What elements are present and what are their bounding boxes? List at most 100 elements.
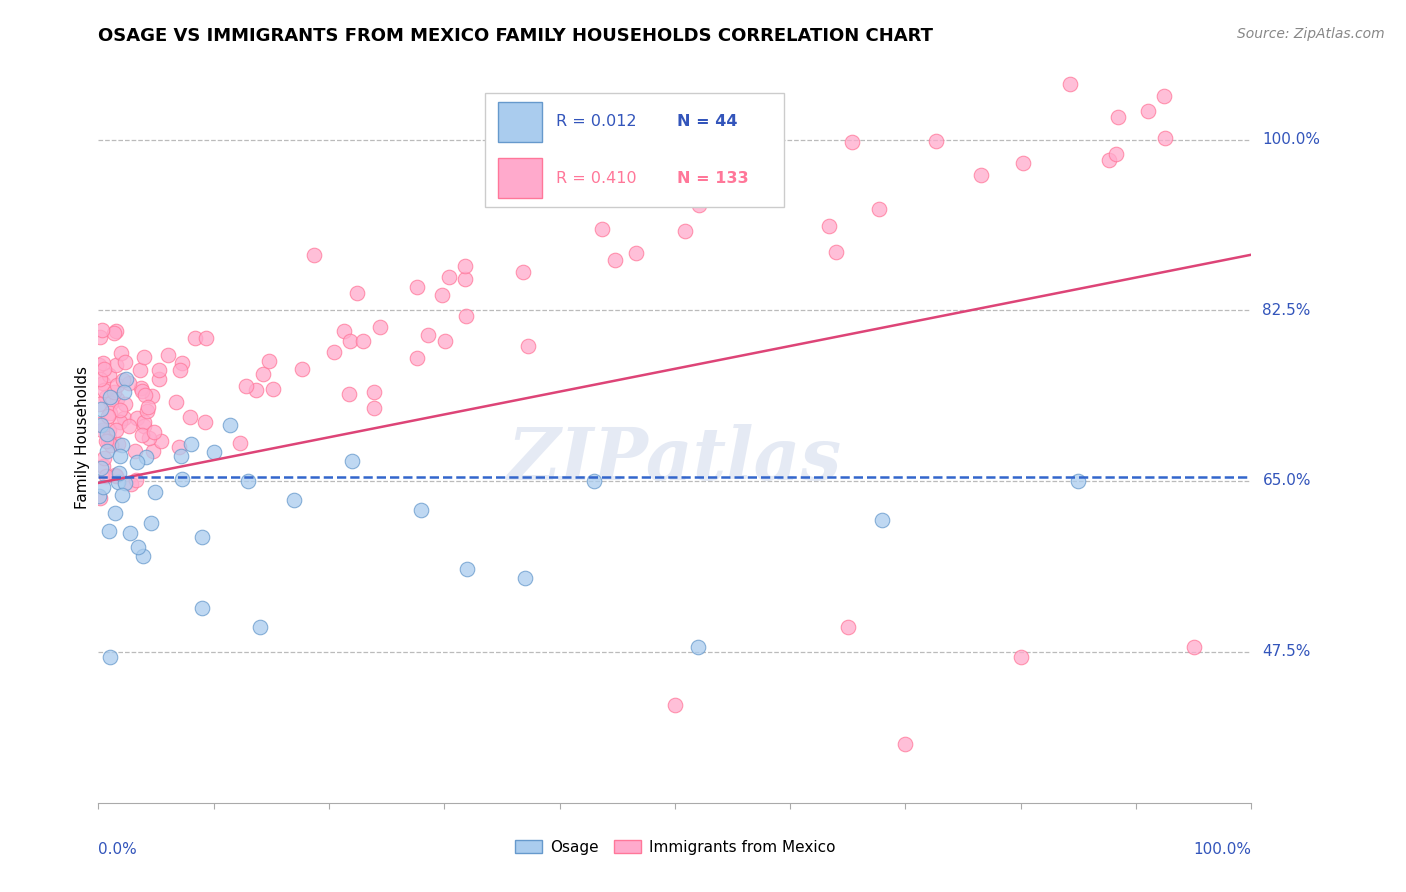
Point bbox=[91, 376, 114, 391]
Point bbox=[837, 620, 859, 634]
Point bbox=[125, 455, 148, 469]
Point bbox=[195, 331, 218, 345]
Point bbox=[103, 385, 125, 400]
Point bbox=[148, 363, 170, 377]
Text: R = 0.012: R = 0.012 bbox=[557, 114, 637, 129]
Point bbox=[105, 392, 128, 407]
Point bbox=[98, 423, 121, 437]
Point bbox=[94, 390, 117, 404]
Point bbox=[98, 649, 121, 664]
Y-axis label: Family Households: Family Households bbox=[75, 366, 90, 508]
Text: 100.0%: 100.0% bbox=[1194, 842, 1251, 856]
Point bbox=[89, 397, 111, 411]
Point bbox=[94, 469, 117, 483]
Point bbox=[179, 410, 201, 425]
Point bbox=[114, 354, 136, 368]
Point bbox=[138, 432, 160, 446]
Point bbox=[1188, 40, 1211, 54]
Point bbox=[91, 323, 114, 337]
Point bbox=[1097, 153, 1119, 167]
Point bbox=[112, 384, 135, 399]
Point bbox=[872, 513, 894, 527]
Point bbox=[108, 467, 131, 481]
Point bbox=[100, 438, 122, 452]
Point bbox=[139, 516, 162, 530]
Point bbox=[108, 415, 131, 429]
Point bbox=[363, 385, 385, 400]
Text: 82.5%: 82.5% bbox=[1263, 302, 1310, 318]
Point bbox=[131, 428, 153, 442]
Point bbox=[169, 363, 191, 377]
Point bbox=[969, 168, 991, 182]
Point bbox=[437, 270, 460, 285]
Legend: Osage, Immigrants from Mexico: Osage, Immigrants from Mexico bbox=[509, 834, 841, 861]
Point bbox=[104, 506, 127, 520]
Point bbox=[235, 379, 257, 393]
Point bbox=[111, 488, 134, 502]
Point bbox=[252, 368, 274, 382]
Point bbox=[131, 380, 153, 394]
Point bbox=[456, 562, 478, 576]
Point bbox=[346, 285, 368, 300]
Text: 47.5%: 47.5% bbox=[1263, 644, 1310, 659]
Point bbox=[1105, 147, 1128, 161]
Point bbox=[90, 402, 112, 417]
Point bbox=[1059, 77, 1081, 91]
Point bbox=[93, 362, 115, 376]
Point bbox=[132, 549, 155, 563]
Point bbox=[170, 449, 193, 463]
Point bbox=[103, 326, 125, 340]
Point bbox=[432, 288, 454, 302]
Point bbox=[165, 395, 187, 409]
Text: R = 0.410: R = 0.410 bbox=[557, 171, 637, 186]
Point bbox=[352, 334, 374, 348]
Point bbox=[184, 331, 207, 345]
Point bbox=[135, 403, 157, 417]
Point bbox=[91, 458, 114, 473]
Point bbox=[98, 431, 121, 445]
Point bbox=[110, 450, 132, 464]
Point bbox=[1010, 649, 1032, 664]
Point bbox=[105, 324, 128, 338]
Point bbox=[91, 356, 114, 370]
Point bbox=[686, 640, 709, 654]
Point bbox=[755, 189, 778, 203]
Point bbox=[664, 698, 686, 713]
Point bbox=[90, 417, 112, 432]
Point bbox=[1107, 111, 1129, 125]
Point bbox=[868, 202, 890, 216]
Point bbox=[925, 134, 948, 148]
Point bbox=[112, 410, 135, 425]
Point bbox=[1182, 640, 1205, 654]
Point bbox=[115, 372, 138, 386]
Point bbox=[89, 330, 111, 344]
Point bbox=[434, 334, 457, 348]
Point bbox=[238, 474, 260, 488]
Point bbox=[191, 600, 214, 615]
Point bbox=[103, 468, 125, 483]
Point bbox=[124, 444, 146, 458]
FancyBboxPatch shape bbox=[499, 158, 543, 198]
Point bbox=[98, 406, 121, 420]
Point bbox=[141, 389, 163, 403]
Point bbox=[337, 387, 360, 401]
Point bbox=[626, 245, 648, 260]
Point bbox=[127, 411, 149, 425]
Point bbox=[454, 272, 477, 286]
Point bbox=[94, 434, 117, 449]
Point bbox=[110, 346, 132, 360]
Point bbox=[583, 474, 606, 488]
Point bbox=[340, 454, 363, 468]
Point bbox=[368, 320, 391, 334]
Point bbox=[339, 334, 361, 348]
Point bbox=[735, 181, 758, 195]
Point bbox=[157, 348, 180, 362]
Point bbox=[134, 350, 156, 364]
Point bbox=[93, 451, 115, 466]
Point bbox=[87, 358, 110, 372]
Point bbox=[100, 396, 122, 410]
Point bbox=[283, 493, 305, 508]
Point bbox=[516, 339, 538, 353]
Point bbox=[262, 382, 284, 396]
Point bbox=[291, 361, 314, 376]
